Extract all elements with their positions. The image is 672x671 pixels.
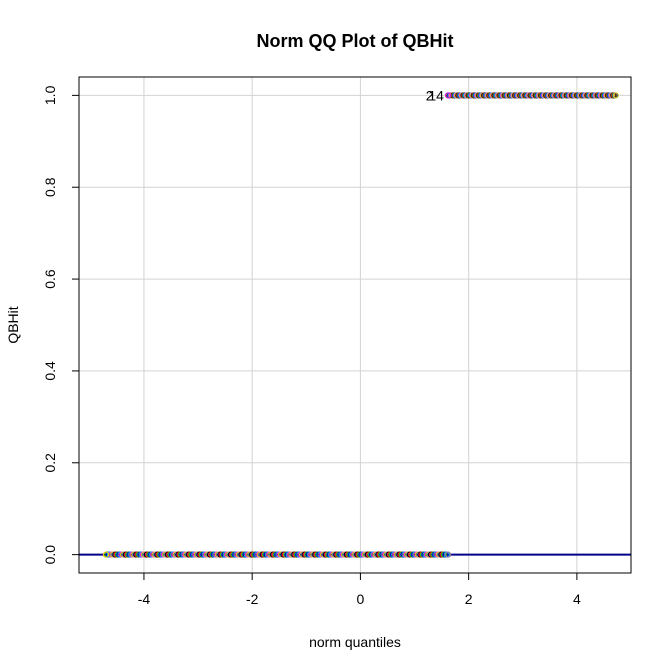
x-tick-label: -4 xyxy=(138,591,151,607)
point-annotations: 214 xyxy=(426,87,444,103)
data-points xyxy=(103,92,619,558)
y-tick-label: 1.0 xyxy=(42,85,58,105)
chart-title: Norm QQ Plot of QBHit xyxy=(257,31,454,51)
x-tick-label: 4 xyxy=(573,591,581,607)
y-tick-label: 0.6 xyxy=(42,269,58,289)
y-tick-label: 0.4 xyxy=(42,361,58,381)
data-point xyxy=(445,92,452,99)
data-point xyxy=(445,551,452,558)
plot-area-border xyxy=(78,76,632,574)
point-annotation: 14 xyxy=(428,87,444,103)
x-axis-label: norm quantiles xyxy=(309,634,401,650)
y-tick-label: 0.8 xyxy=(42,177,58,197)
x-tick-label: 0 xyxy=(357,591,365,607)
y-axis-label: QBHit xyxy=(5,306,21,343)
grid-lines xyxy=(79,77,631,573)
y-tick-label: 0.0 xyxy=(42,545,58,565)
data-point xyxy=(612,92,619,99)
x-axis: -4 -2 0 2 4 xyxy=(138,573,581,607)
x-tick-label: 2 xyxy=(465,591,473,607)
y-axis: 0.0 0.2 0.4 0.6 0.8 1.0 xyxy=(42,85,79,564)
data-point xyxy=(103,551,110,558)
x-tick-label: -2 xyxy=(246,591,259,607)
point-annotation: 2 xyxy=(426,87,434,103)
y-tick-label: 0.2 xyxy=(42,453,58,473)
